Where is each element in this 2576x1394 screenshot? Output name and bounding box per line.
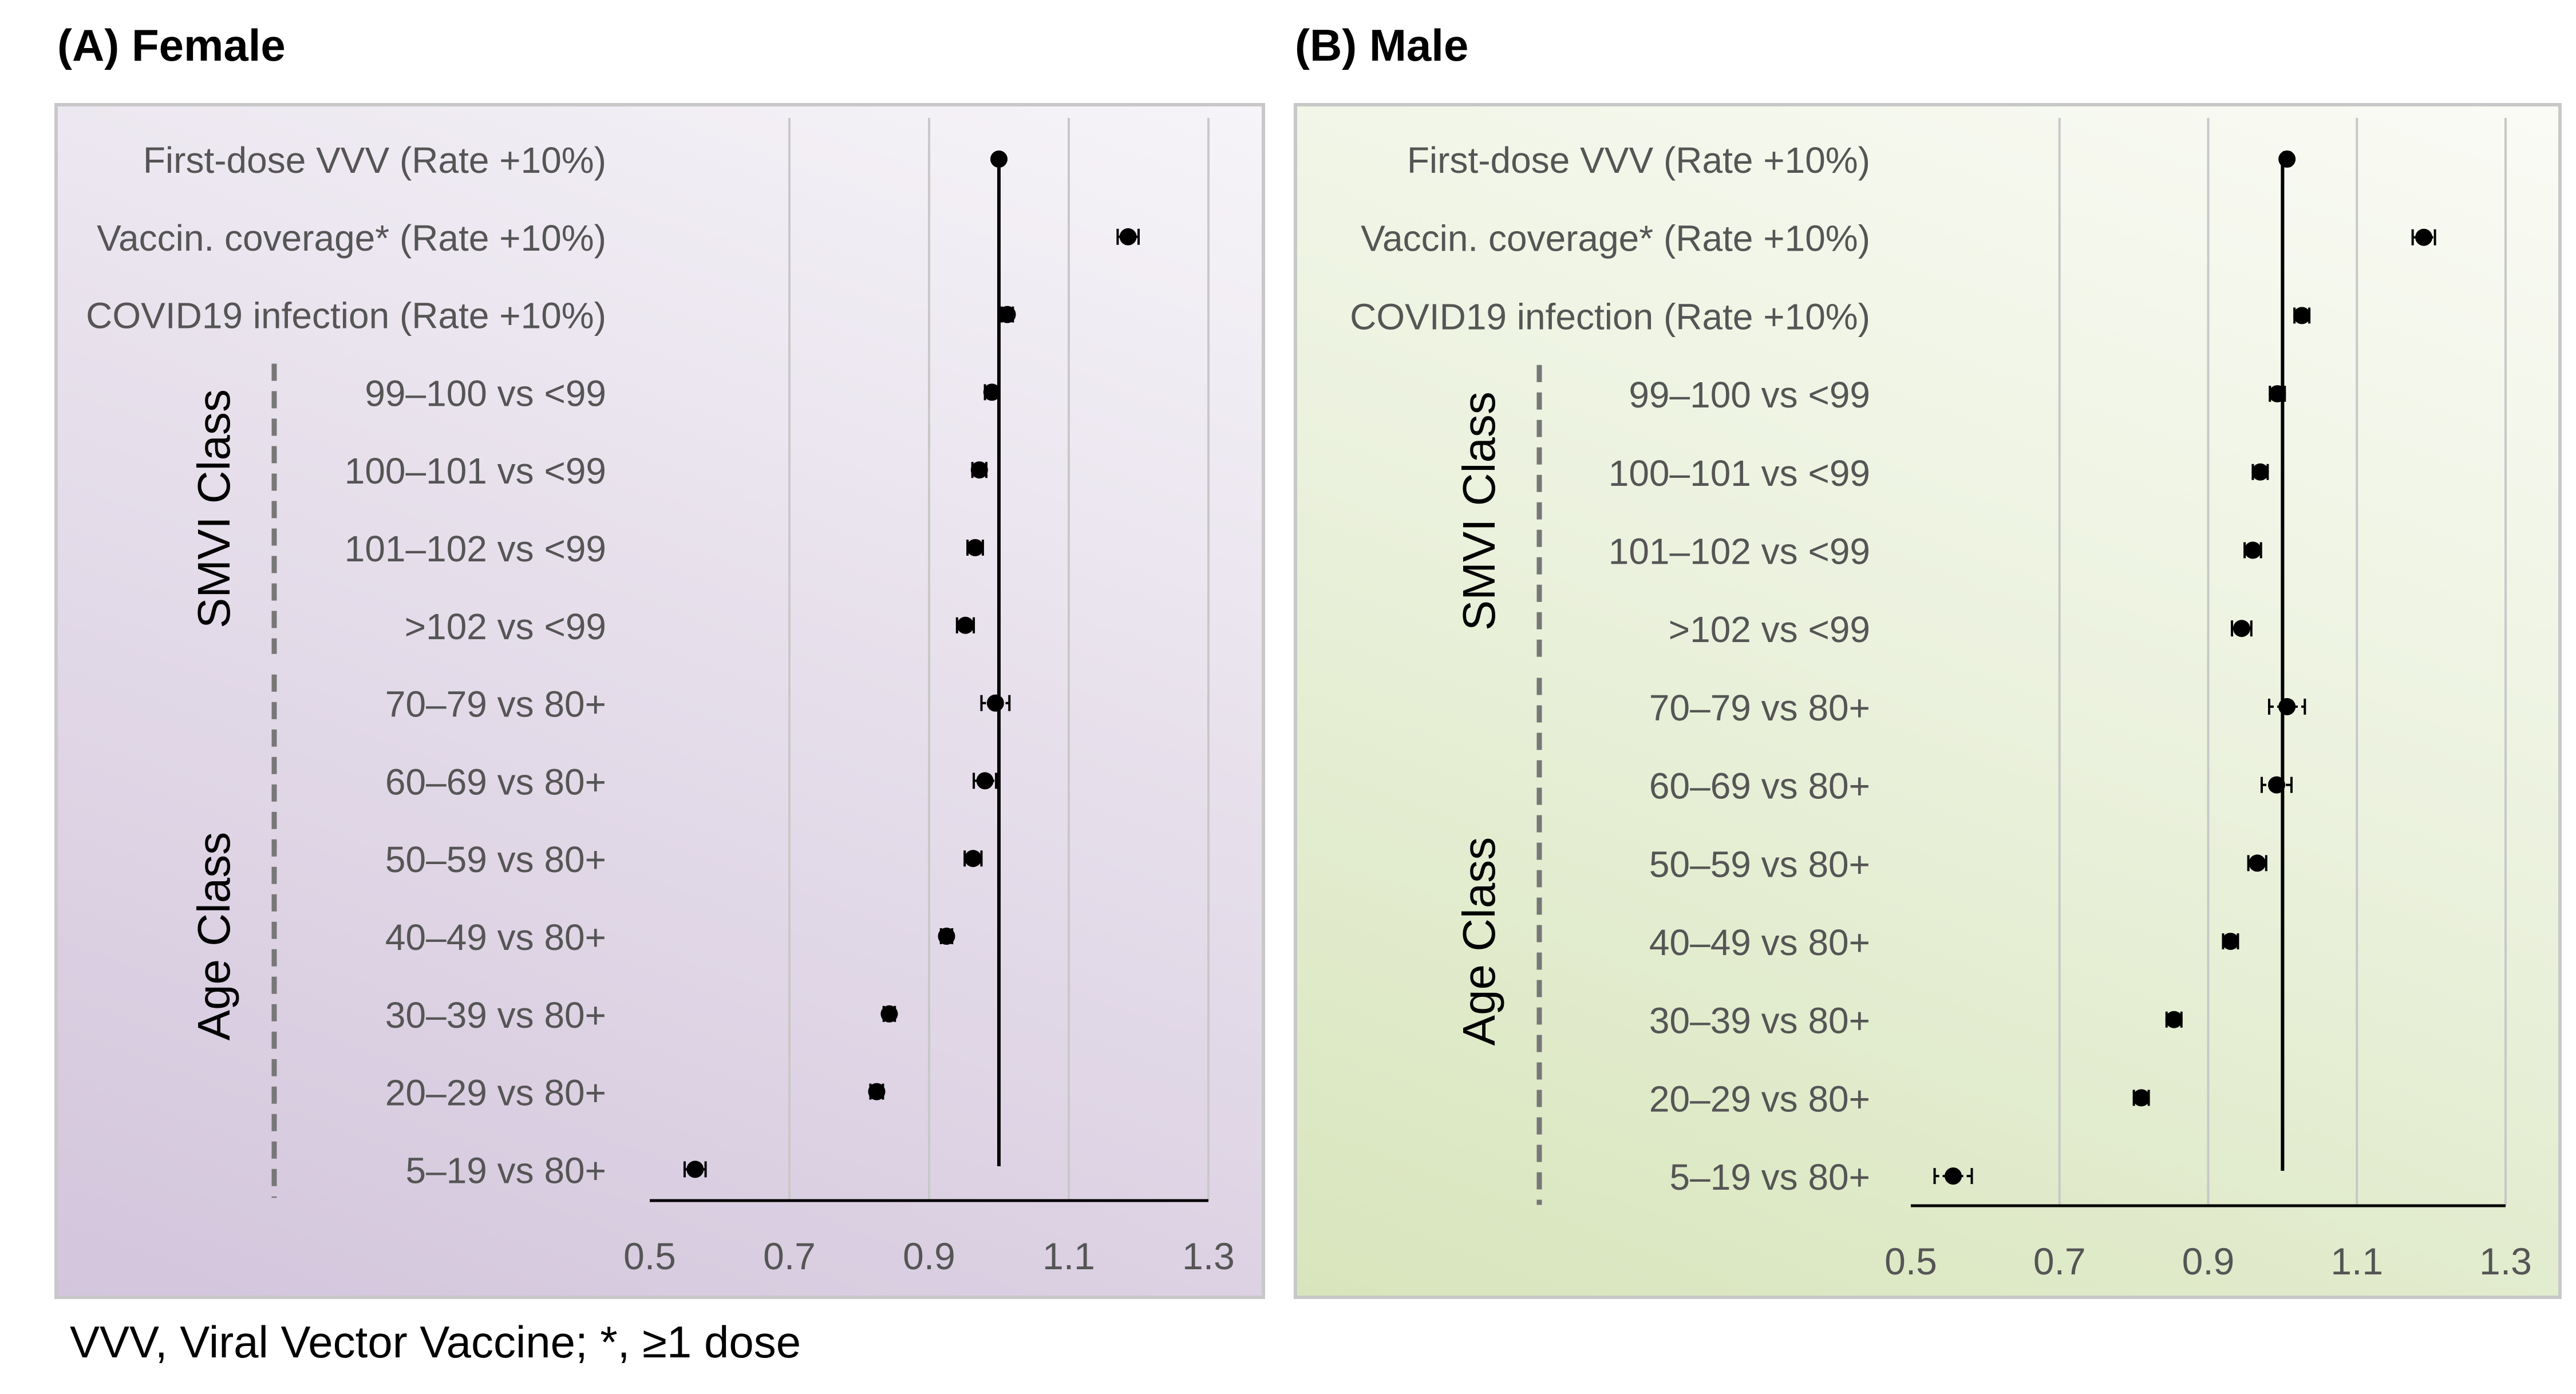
panel-b-tick-label: 1.3 (2479, 1240, 2532, 1282)
panel-a-row-label: 20–29 vs 80+ (385, 1072, 606, 1114)
panel-b-point-estimate (2132, 1089, 2150, 1107)
panel-a-point-estimate (976, 772, 994, 790)
panel-b-point-estimate (2269, 385, 2286, 403)
panel-a-row-label: 70–79 vs 80+ (385, 684, 606, 725)
panel-a-tick-label: 0.5 (623, 1235, 676, 1277)
panel-a-row-label: 99–100 vs <99 (365, 373, 606, 414)
panel-a-point-estimate (686, 1161, 704, 1178)
panel-a-plot-area: 0.5 0.7 0.9 1.1 1.3 First-dose VVV (Rate +10%… (54, 103, 1265, 1299)
panel-a-point-estimate (938, 928, 955, 945)
panel-b-tick-label: 0.7 (2033, 1240, 2086, 1282)
panel-b-point-estimate (2293, 307, 2311, 324)
panel-a-row-label: >102 vs <99 (405, 606, 606, 647)
panel-b-row-label: 60–69 vs 80+ (1649, 766, 1870, 807)
panel-b-point-estimate (2222, 933, 2239, 950)
panel-a-row-label: 100–101 vs <99 (345, 450, 606, 492)
panel-b-point-estimate (1945, 1167, 1962, 1185)
panel-a-point-estimate (966, 539, 984, 556)
panel-b-title: (B) Male (1295, 20, 1469, 70)
panel-b-point-estimate (2249, 854, 2266, 872)
panel-b-row-label: 40–49 vs 80+ (1649, 922, 1870, 963)
panel-b-row-label: 100–101 vs <99 (1609, 453, 1870, 494)
panel-b-row-label: Vaccin. coverage* (Rate +10%) (1361, 218, 1870, 259)
panel-b-point-estimate (2278, 698, 2296, 715)
panel-a-point-estimate (970, 461, 988, 479)
panel-a-row-label: 30–39 vs 80+ (385, 995, 606, 1036)
panel-b-plot-area: 0.5 0.7 0.9 1.1 1.3 First-dose VVV (Rate +10%… (1294, 103, 2562, 1299)
panel-b-point-estimate (2267, 776, 2285, 794)
panel-a-tick-label: 1.1 (1042, 1235, 1095, 1277)
panel-b-row-label: 50–59 vs 80+ (1649, 843, 1870, 885)
panel-b-point-estimate (2165, 1011, 2183, 1028)
panel-a-point-estimate (986, 694, 1004, 712)
panel-b-point-estimate (2278, 151, 2296, 168)
panel-a-title: (A) Female (57, 20, 286, 70)
panel-b-point-estimate (2244, 541, 2262, 559)
panel-b-tick-label: 0.9 (2182, 1240, 2235, 1282)
panel-a-point-estimate (868, 1083, 886, 1100)
panel-a-row-label: 40–49 vs 80+ (385, 917, 606, 958)
panel-a-group-label: Age Class (188, 832, 239, 1041)
panel-b-row-label: 5–19 vs 80+ (1670, 1157, 1871, 1198)
panel-b-point-estimate (2233, 620, 2250, 637)
panel-a-group-label: SMVI Class (188, 389, 239, 628)
panel-b-point-estimate (2251, 463, 2269, 481)
panel-a-point-estimate (964, 850, 982, 868)
panel-b-tick-label: 0.5 (1884, 1240, 1937, 1282)
panel-b-group-label: SMVI Class (1453, 391, 1504, 631)
panel-a-row-label: 5–19 vs 80+ (406, 1150, 607, 1191)
panel-b-point-estimate (2415, 228, 2433, 246)
panel-b-row-label: 70–79 vs 80+ (1649, 687, 1870, 728)
panel-a-row-label: First-dose VVV (Rate +10%) (143, 140, 606, 181)
panel-b-row-label: 30–39 vs 80+ (1649, 1000, 1870, 1041)
panel-a-row-label: 50–59 vs 80+ (385, 839, 606, 880)
panel-a-point-estimate (880, 1005, 898, 1023)
panel-a-point-estimate (998, 306, 1016, 323)
panel-a-point-estimate (990, 151, 1008, 168)
footnote: VVV, Viral Vector Vaccine; *, ≥1 dose (70, 1317, 801, 1367)
panel-a-row-label: 101–102 vs <99 (345, 528, 606, 569)
panel-a-point-estimate (983, 383, 1001, 401)
panel-b-group-label: Age Class (1453, 837, 1504, 1046)
panel-a-tick-label: 0.9 (903, 1235, 955, 1277)
panel-a-forest-plot: 0.5 0.7 0.9 1.1 1.3 First-dose VVV (Rate +10%… (86, 118, 1235, 1277)
panel-b-row-label: First-dose VVV (Rate +10%) (1407, 140, 1870, 181)
panel-a-row-label: Vaccin. coverage* (Rate +10%) (97, 217, 606, 259)
panel-a-row-label: COVID19 infection (Rate +10%) (86, 295, 606, 336)
panel-b-row-label: 101–102 vs <99 (1609, 531, 1870, 572)
panel-b-row-label: >102 vs <99 (1669, 609, 1870, 650)
panel-a-row-label: 60–69 vs 80+ (385, 761, 606, 802)
panel-a-tick-label: 0.7 (763, 1235, 816, 1277)
panel-a-point-estimate (1119, 228, 1137, 245)
panel-b-row-label: COVID19 infection (Rate +10%) (1350, 296, 1870, 337)
panel-b-row-label: 20–29 vs 80+ (1649, 1078, 1870, 1119)
panel-b-row-label: 99–100 vs <99 (1629, 374, 1870, 415)
panel-b-tick-label: 1.1 (2330, 1240, 2383, 1282)
panel-a-tick-label: 1.3 (1182, 1235, 1235, 1277)
panel-b-forest-plot: 0.5 0.7 0.9 1.1 1.3 First-dose VVV (Rate +10%… (1350, 118, 2532, 1282)
panel-a-point-estimate (957, 616, 974, 634)
